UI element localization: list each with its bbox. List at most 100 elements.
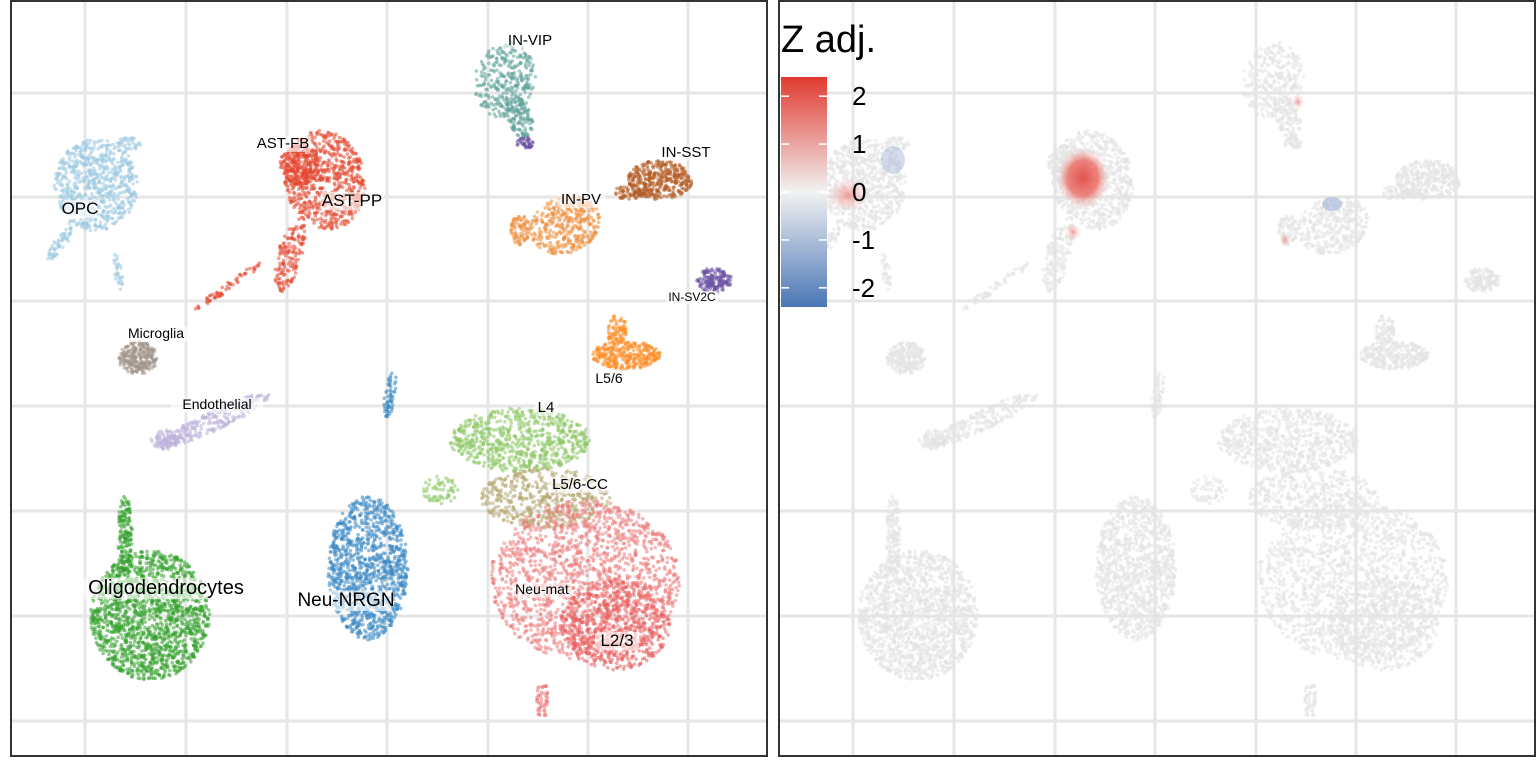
point	[665, 178, 669, 182]
point	[557, 210, 561, 214]
point	[62, 187, 66, 191]
point	[150, 346, 154, 350]
point	[109, 204, 113, 208]
point	[93, 183, 97, 187]
point	[541, 422, 545, 426]
point	[519, 74, 523, 78]
point	[125, 175, 129, 179]
point	[105, 147, 109, 151]
point	[652, 181, 656, 185]
point	[326, 223, 330, 227]
point	[502, 446, 506, 450]
point	[495, 57, 499, 61]
point	[495, 60, 499, 64]
point	[662, 194, 666, 198]
point	[59, 180, 63, 184]
point	[312, 187, 316, 191]
point	[191, 420, 195, 424]
point	[652, 356, 656, 360]
point	[185, 422, 189, 426]
point	[510, 100, 514, 104]
point	[286, 184, 290, 188]
point	[348, 155, 352, 159]
point	[109, 210, 113, 214]
point	[498, 428, 502, 432]
point	[338, 136, 342, 140]
point	[500, 49, 504, 53]
point	[89, 229, 93, 233]
point	[346, 152, 350, 156]
point	[595, 360, 599, 364]
point	[514, 89, 518, 93]
point	[635, 170, 639, 174]
point	[342, 155, 346, 159]
point	[572, 245, 576, 249]
point	[513, 118, 517, 122]
point	[510, 408, 514, 412]
point	[640, 352, 644, 356]
point	[98, 139, 102, 143]
point	[107, 191, 111, 195]
point	[95, 158, 99, 162]
point	[516, 133, 520, 137]
point	[99, 189, 103, 193]
point	[79, 150, 83, 154]
point	[116, 197, 120, 201]
point	[461, 452, 465, 456]
point	[335, 223, 339, 227]
point	[482, 67, 486, 71]
point	[146, 355, 150, 359]
point	[320, 225, 324, 229]
point	[522, 413, 526, 417]
point	[515, 99, 519, 103]
point	[531, 86, 535, 90]
point	[559, 464, 563, 468]
point	[529, 453, 533, 457]
point	[509, 119, 513, 123]
point	[187, 439, 191, 443]
point	[669, 170, 673, 174]
point	[348, 186, 352, 190]
point	[648, 352, 652, 356]
point	[555, 443, 559, 447]
point	[248, 267, 252, 271]
point	[503, 463, 507, 467]
point	[512, 458, 516, 462]
point	[567, 224, 571, 228]
point	[523, 224, 527, 228]
point	[518, 69, 522, 73]
point	[680, 183, 684, 187]
point	[352, 180, 356, 184]
point	[649, 357, 653, 361]
point	[487, 455, 491, 459]
point	[658, 353, 662, 357]
point	[670, 166, 674, 170]
point	[672, 185, 676, 189]
point	[294, 261, 298, 265]
point	[514, 93, 518, 97]
point	[487, 459, 491, 463]
point	[339, 173, 343, 177]
point	[120, 156, 124, 160]
point	[506, 442, 510, 446]
point	[218, 294, 222, 298]
point	[332, 152, 336, 156]
point	[475, 78, 479, 82]
point	[257, 394, 261, 398]
point	[643, 364, 647, 368]
point	[236, 276, 240, 280]
point	[579, 217, 583, 221]
point	[298, 211, 302, 215]
point	[337, 148, 341, 152]
point	[631, 187, 635, 191]
point	[331, 214, 335, 218]
point	[642, 181, 646, 185]
point	[614, 365, 618, 369]
point	[347, 162, 351, 166]
point	[313, 157, 317, 161]
point	[299, 186, 303, 190]
point	[118, 185, 122, 189]
point	[579, 240, 583, 244]
point	[51, 257, 55, 261]
point	[107, 171, 111, 175]
